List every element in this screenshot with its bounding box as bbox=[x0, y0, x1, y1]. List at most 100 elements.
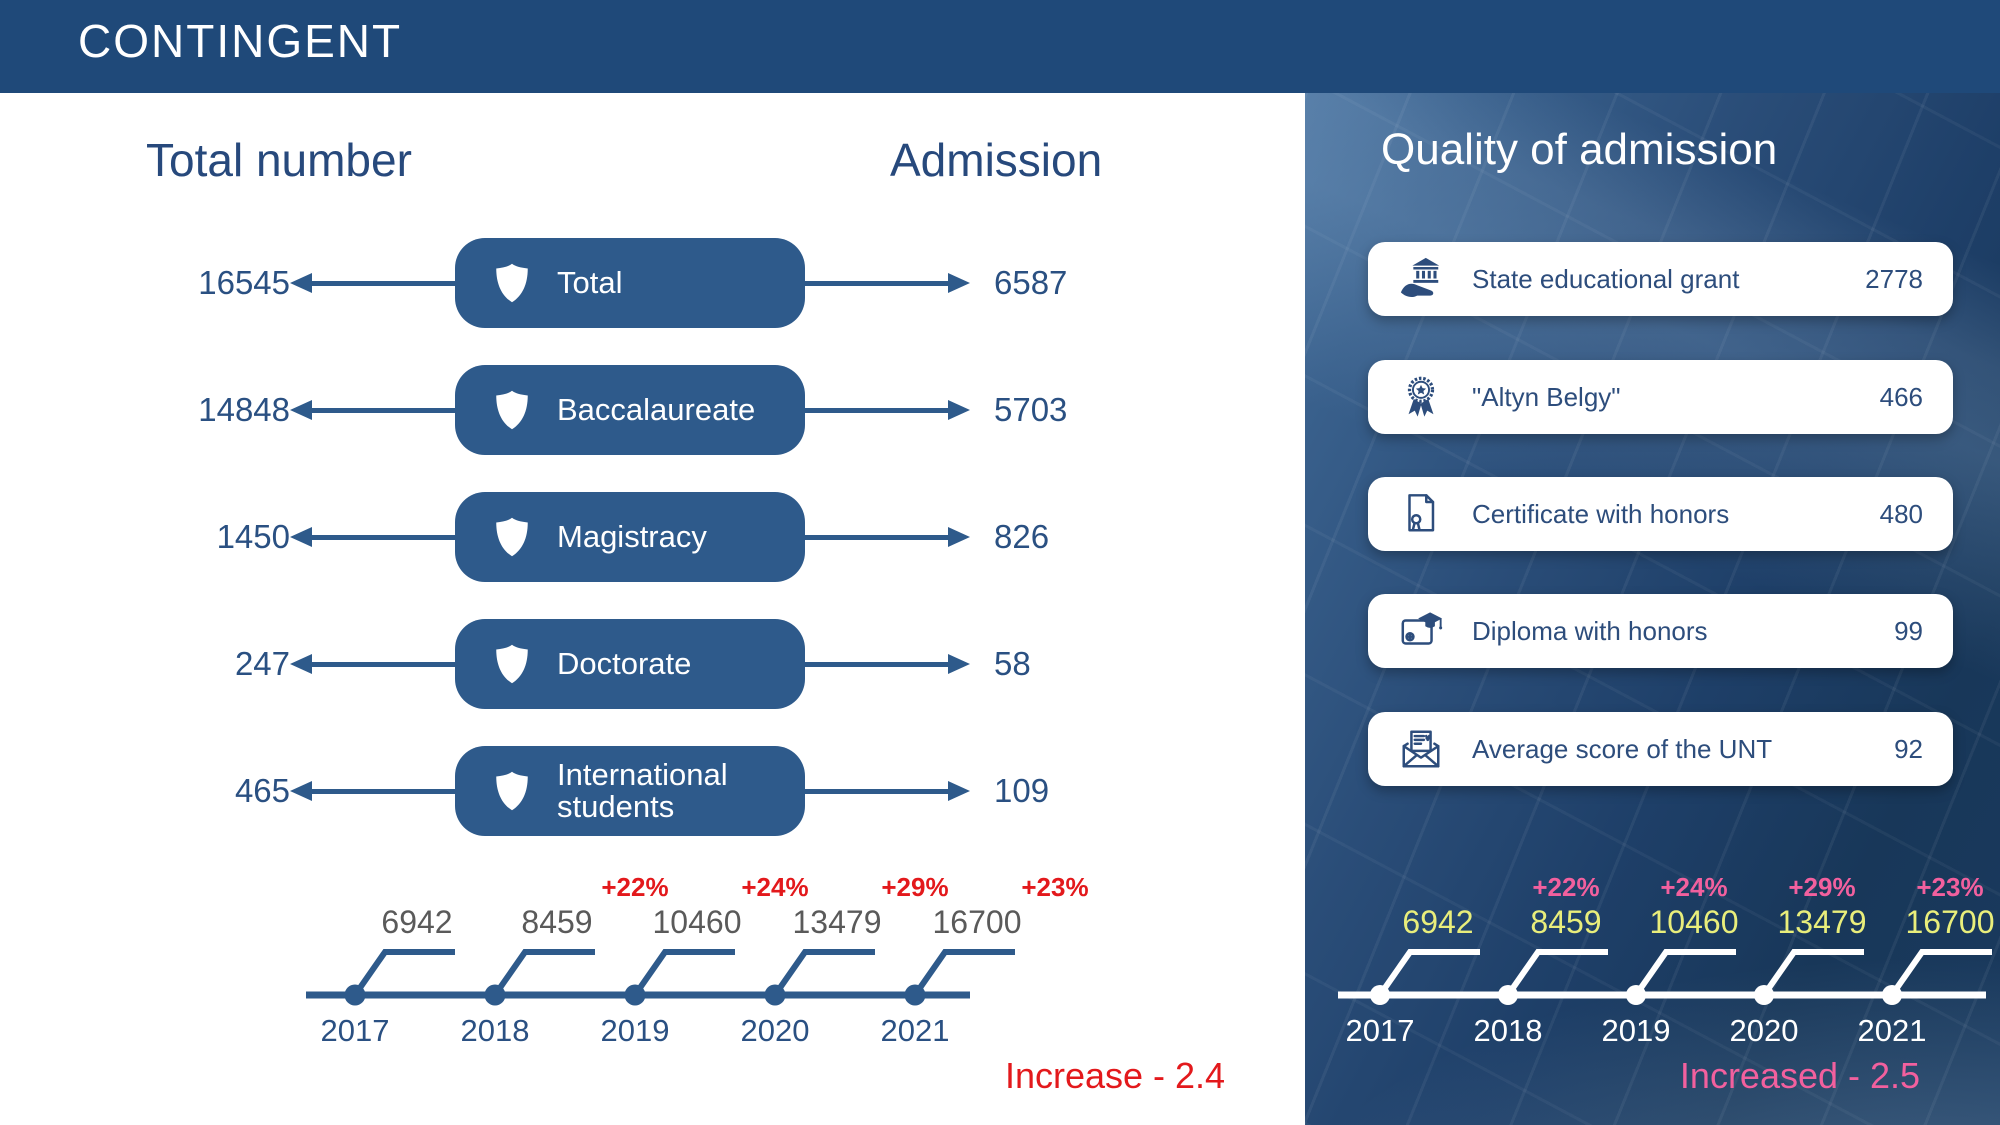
card-label: "Altyn Belgy" bbox=[1472, 381, 1621, 412]
category-label: Total bbox=[557, 264, 623, 300]
quality-card-certificate: Certificate with honors 480 bbox=[1368, 477, 1953, 551]
diploma-icon bbox=[1401, 612, 1443, 645]
card-label: Certificate with honors bbox=[1472, 498, 1730, 529]
card-value: 99 bbox=[1894, 615, 1923, 646]
admission-value: 58 bbox=[994, 645, 1031, 682]
admission-value: 6587 bbox=[994, 264, 1068, 301]
quality-card-altyn-belgy: "Altyn Belgy" 466 bbox=[1368, 360, 1953, 434]
year-value: 10460 bbox=[652, 904, 742, 940]
admission-value: 109 bbox=[994, 772, 1050, 809]
shield-icon bbox=[496, 644, 528, 684]
year-label: 2017 bbox=[320, 1013, 390, 1048]
year-value: 6942 bbox=[381, 904, 453, 940]
card-value: 480 bbox=[1879, 498, 1923, 529]
timeline-graphic bbox=[1338, 949, 1992, 1005]
right-arrow-icon bbox=[805, 273, 970, 293]
year-value: 16700 bbox=[932, 904, 1022, 940]
total-value: 16545 bbox=[198, 264, 290, 301]
year-label: 2018 bbox=[460, 1013, 530, 1048]
grant-icon bbox=[1400, 257, 1440, 297]
pct-change-label: +22% bbox=[1532, 872, 1600, 902]
quality-card-unt-score: Average score of the UNT 92 bbox=[1368, 712, 1953, 786]
growth-timeline-left: 2017 2018 2019 2020 2021 6942 8459 10460… bbox=[300, 872, 1089, 1088]
year-label: 2020 bbox=[1729, 1013, 1799, 1048]
growth-timeline-right: 2017 2018 2019 2020 2021 6942 8459 10460… bbox=[1338, 872, 1998, 1088]
stat-row-magistracy: 1450 Magistracy 826 bbox=[130, 474, 1135, 600]
medal-icon bbox=[1407, 376, 1435, 417]
category-pill: Baccalaureate bbox=[455, 365, 805, 455]
pct-change-label: +24% bbox=[1660, 872, 1728, 902]
total-value: 465 bbox=[234, 772, 290, 809]
total-value: 247 bbox=[234, 645, 290, 682]
total-value: 1450 bbox=[216, 518, 290, 555]
year-label: 2021 bbox=[1857, 1013, 1927, 1048]
admission-value: 5703 bbox=[994, 391, 1068, 428]
increased-note: Increased - 2.5 bbox=[1679, 1055, 1921, 1096]
shield-icon bbox=[496, 390, 528, 430]
year-label: 2017 bbox=[1345, 1013, 1415, 1048]
shield-icon bbox=[496, 263, 528, 303]
year-value: 6942 bbox=[1402, 904, 1474, 940]
header-bar: CONTINGENT bbox=[0, 0, 2000, 93]
year-value: 8459 bbox=[521, 904, 593, 940]
pct-change-label: +22% bbox=[601, 872, 669, 902]
heading-quality-of-admission: Quality of admission bbox=[1381, 125, 1778, 174]
pct-change-label: +23% bbox=[1916, 872, 1984, 902]
quality-card-diploma: Diploma with honors 99 bbox=[1368, 594, 1953, 668]
left-arrow-icon bbox=[290, 781, 455, 801]
heading-admission: Admission bbox=[890, 134, 1103, 186]
card-value: 2778 bbox=[1865, 263, 1923, 294]
right-arrow-icon bbox=[805, 781, 970, 801]
left-arrow-icon bbox=[290, 273, 455, 293]
pct-change-label: +29% bbox=[1788, 872, 1856, 902]
category-label: International students bbox=[557, 756, 728, 824]
year-label: 2019 bbox=[600, 1013, 670, 1048]
envelope-icon bbox=[1402, 730, 1440, 768]
stat-row-total: 16545 Total 6587 bbox=[130, 220, 1135, 346]
right-arrow-icon bbox=[805, 400, 970, 420]
left-arrow-icon bbox=[290, 400, 455, 420]
card-value: 466 bbox=[1879, 381, 1923, 412]
year-value: 8459 bbox=[1530, 904, 1602, 940]
card-label: State educational grant bbox=[1472, 263, 1740, 294]
pct-change-label: +29% bbox=[881, 872, 949, 902]
pct-change-label: +24% bbox=[741, 872, 809, 902]
heading-total-number: Total number bbox=[146, 134, 412, 186]
category-pill: Total bbox=[455, 238, 805, 328]
category-pill: International students bbox=[455, 746, 805, 836]
right-arrow-icon bbox=[805, 527, 970, 547]
category-pill: Doctorate bbox=[455, 619, 805, 709]
shield-icon bbox=[496, 517, 528, 557]
category-label: Baccalaureate bbox=[557, 391, 756, 427]
year-value: 13479 bbox=[1777, 904, 1867, 940]
card-label: Average score of the UNT bbox=[1472, 733, 1773, 764]
card-label: Diploma with honors bbox=[1472, 615, 1708, 646]
year-label: 2018 bbox=[1473, 1013, 1543, 1048]
quality-card-grant: State educational grant 2778 bbox=[1368, 242, 1953, 316]
left-arrow-icon bbox=[290, 654, 455, 674]
year-value: 10460 bbox=[1649, 904, 1739, 940]
right-arrow-icon bbox=[805, 654, 970, 674]
left-arrow-icon bbox=[290, 527, 455, 547]
pct-change-label: +23% bbox=[1021, 872, 1089, 902]
increase-note: Increase - 2.4 bbox=[1004, 1055, 1226, 1096]
category-pill: Magistracy bbox=[455, 492, 805, 582]
timeline-graphic bbox=[306, 949, 1015, 1006]
page-title: CONTINGENT bbox=[78, 15, 403, 67]
year-label: 2020 bbox=[740, 1013, 810, 1048]
shield-icon bbox=[496, 771, 528, 811]
stat-row-baccalaureate: 14848 Baccalaureate 5703 bbox=[130, 347, 1135, 473]
total-value: 14848 bbox=[198, 391, 290, 428]
stat-row-international: 465 International students 109 bbox=[130, 728, 1135, 854]
stat-row-doctorate: 247 Doctorate 58 bbox=[130, 601, 1135, 727]
year-value: 13479 bbox=[792, 904, 882, 940]
category-label: Magistracy bbox=[557, 518, 707, 554]
card-value: 92 bbox=[1894, 733, 1923, 764]
admission-value: 826 bbox=[994, 518, 1050, 555]
year-value: 16700 bbox=[1905, 904, 1995, 940]
year-label: 2021 bbox=[880, 1013, 950, 1048]
year-label: 2019 bbox=[1601, 1013, 1671, 1048]
certificate-icon bbox=[1408, 494, 1435, 532]
category-label: Doctorate bbox=[557, 645, 692, 681]
